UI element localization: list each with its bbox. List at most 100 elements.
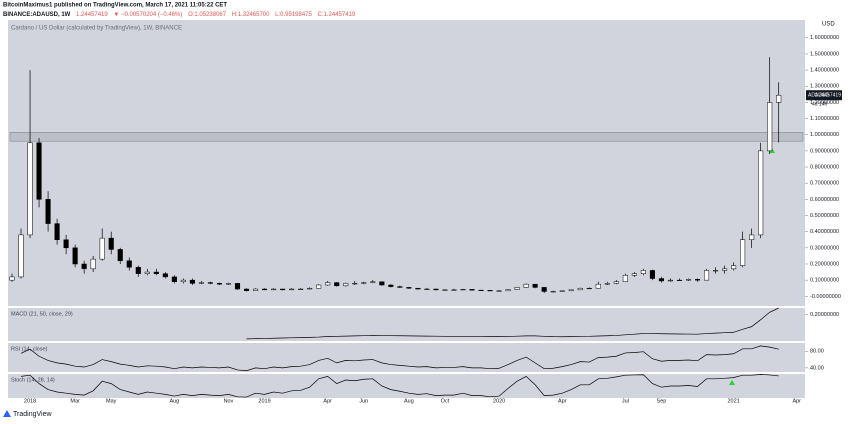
candle-body (749, 234, 755, 241)
candle-body (325, 282, 331, 286)
candle-body (90, 258, 96, 270)
candle-body (27, 142, 33, 236)
candle-body (36, 142, 42, 200)
candle-body (740, 239, 746, 266)
y-tick-label: 1.30000000 (810, 84, 839, 90)
candle-body (117, 249, 123, 262)
x-tick-label: 2021 (727, 398, 739, 404)
candle-body (289, 288, 295, 291)
y-tick-label: 0.20000000 (810, 261, 839, 267)
price-axis: -0.00000000 0.10000000 0.20000000 0.3000000… (805, 35, 841, 300)
candle-body (433, 288, 439, 291)
price-tag (806, 90, 842, 101)
candle-body (153, 271, 159, 274)
x-tick-label: Aug (404, 398, 414, 404)
logo-icon (3, 410, 11, 417)
candle-body (307, 287, 313, 290)
y-tick-label: 1.20000000 (810, 100, 839, 106)
candle-body (207, 282, 213, 284)
candle-body (162, 273, 168, 278)
candle-body (406, 287, 412, 289)
candle-body (451, 289, 457, 291)
candle-body (243, 288, 250, 291)
candle-body (460, 289, 466, 291)
x-tick-label: Jun (359, 398, 368, 404)
y-tick-label: 1.60000000 (810, 35, 839, 41)
candle-body (523, 283, 529, 288)
candle-body (397, 286, 403, 288)
open: O:1.05238067 (188, 12, 227, 18)
x-tick-label: 2018 (24, 398, 36, 404)
y-tick-label: 1.50000000 (810, 51, 839, 57)
candle-body (9, 276, 15, 281)
candle-body (469, 289, 475, 291)
watermark: Cardano / US Dollar (calculated by Tradi… (11, 26, 182, 32)
y-tick-label: 0.30000000 (810, 245, 839, 251)
candle-body (415, 287, 421, 290)
low: L:0.95198475 (275, 12, 312, 18)
rsi-panel (8, 343, 805, 372)
y-tick-label: 40.00 (810, 365, 824, 371)
candle-body (713, 270, 719, 272)
candle-body (767, 102, 773, 152)
candle-body (370, 281, 376, 283)
candle-body (731, 265, 737, 270)
candle-body (72, 247, 78, 265)
y-tick-label: -0.00000000 (810, 294, 841, 300)
candle-body (388, 284, 394, 287)
candle-body (658, 278, 664, 282)
x-tick-label: Apr (792, 398, 801, 404)
candle-body (262, 288, 268, 291)
price-tag-symbol: ADAUSD (808, 93, 829, 99)
y-tick-label: 1.00000000 (810, 132, 839, 138)
candle-body (496, 290, 502, 292)
y-tick-label: 0.80000000 (810, 164, 839, 170)
x-tick-label: Apr (323, 398, 332, 404)
candle-body (252, 288, 259, 291)
macd-panel (8, 308, 805, 341)
indicator-line (20, 374, 779, 398)
footer: TradingView (13, 411, 52, 418)
candle-body (758, 150, 764, 236)
candle-body (676, 279, 683, 281)
candle-body (694, 279, 701, 281)
candle-body (216, 283, 223, 285)
high: H:1.32465700 (232, 12, 270, 18)
candle-body (685, 279, 692, 281)
candle-body (631, 273, 637, 276)
candle-body (613, 281, 619, 284)
main-panel (8, 20, 805, 306)
y-tick-label: 1.10000000 (810, 116, 839, 122)
candle-body (135, 266, 141, 274)
candle-body (776, 94, 782, 103)
indicator-label: MACD (21, 50, close, 29) (11, 311, 73, 317)
indicator-label: Stoch (14, 28, 14) (11, 377, 55, 383)
candle-body (63, 239, 69, 249)
candle-body (280, 288, 286, 291)
candle-body (424, 288, 430, 290)
signal-triangle (729, 380, 735, 385)
x-tick-label: Mar (70, 398, 80, 404)
price-tag-value: 1.24457419 (815, 93, 842, 99)
x-tick-label: May (106, 398, 117, 404)
y-tick-label: 0.90000000 (810, 148, 839, 154)
candle-body (595, 283, 601, 289)
x-tick-label: 2019 (258, 398, 270, 404)
author-line: BitcoinMaximus1 published on TradingView… (3, 3, 227, 9)
y-tick-label: 80.00 (810, 349, 824, 355)
candle-body (586, 287, 592, 290)
close: C:1.24457419 (318, 12, 356, 18)
x-tick-label: 2020 (493, 398, 505, 404)
candle-body (189, 279, 195, 284)
candle-body (604, 283, 610, 285)
candle-body (478, 289, 484, 292)
candles (9, 57, 782, 294)
y-tick-label: 0.70000000 (810, 181, 839, 187)
candle-body (144, 271, 150, 274)
candle-body (334, 282, 340, 287)
y-tick-label: 0.40000000 (810, 229, 839, 235)
candle-body (126, 260, 132, 268)
candle-body (234, 283, 241, 290)
x-tick-label: Jul (622, 398, 629, 404)
